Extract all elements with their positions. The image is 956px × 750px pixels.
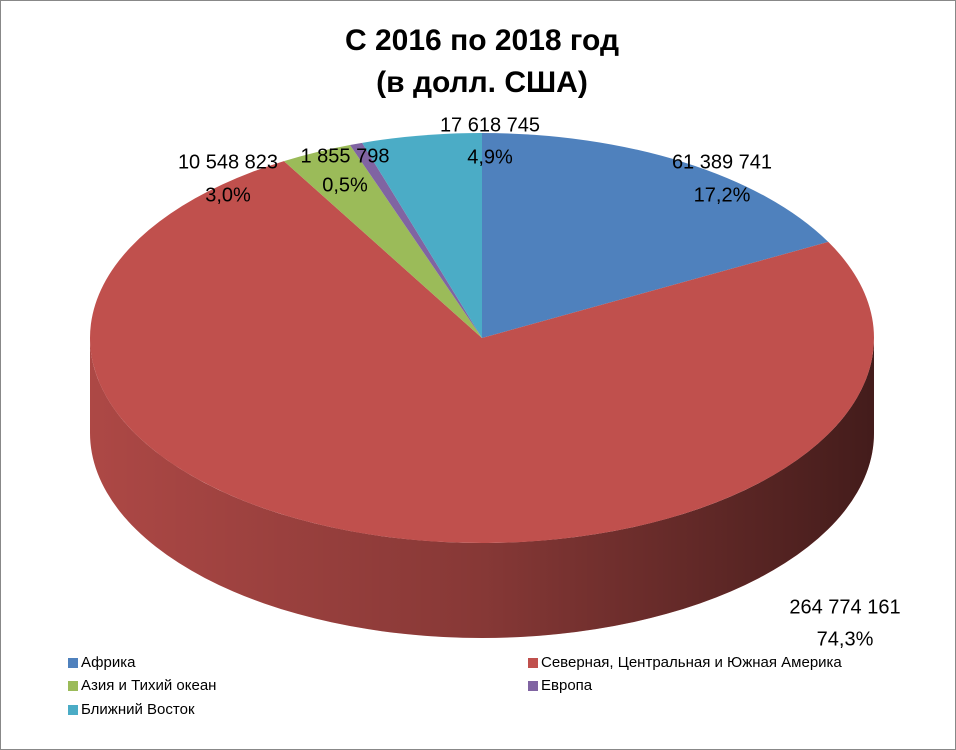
slice [362, 133, 482, 338]
data-label-percent: 17,2% [694, 184, 751, 206]
data-label-value: 264 774 161 [789, 596, 900, 618]
slice [89, 161, 875, 544]
legend-swatch [528, 658, 538, 668]
data-label-percent: 4,9% [467, 146, 513, 168]
data-label-value: 1 855 798 [301, 145, 390, 167]
legend-label: Ближний Восток [81, 701, 195, 718]
legend-swatch [528, 681, 538, 691]
legend-label: Европа [541, 677, 593, 694]
legend-label: Азия и Тихий океан [81, 677, 216, 694]
slice-side-shade [90, 338, 874, 638]
data-label-percent: 0,5% [322, 174, 368, 196]
legend-swatch [68, 681, 78, 691]
legend-label: Африка [81, 654, 136, 671]
chart-subtitle: (в долл. США) [376, 66, 588, 99]
legend-label: Северная, Центральная и Южная Америка [541, 654, 842, 671]
data-label-value: 17 618 745 [440, 114, 540, 136]
legend-swatch [68, 658, 78, 668]
slice [283, 144, 482, 338]
legend-swatch [68, 705, 78, 715]
chart-title: С 2016 по 2018 год [345, 24, 619, 57]
data-label-percent: 3,0% [205, 184, 251, 206]
data-label-value: 61 389 741 [672, 151, 772, 173]
slice [482, 133, 829, 338]
data-label-value: 10 548 823 [178, 151, 278, 173]
slice [349, 142, 482, 338]
data-label-percent: 74,3% [817, 628, 874, 650]
